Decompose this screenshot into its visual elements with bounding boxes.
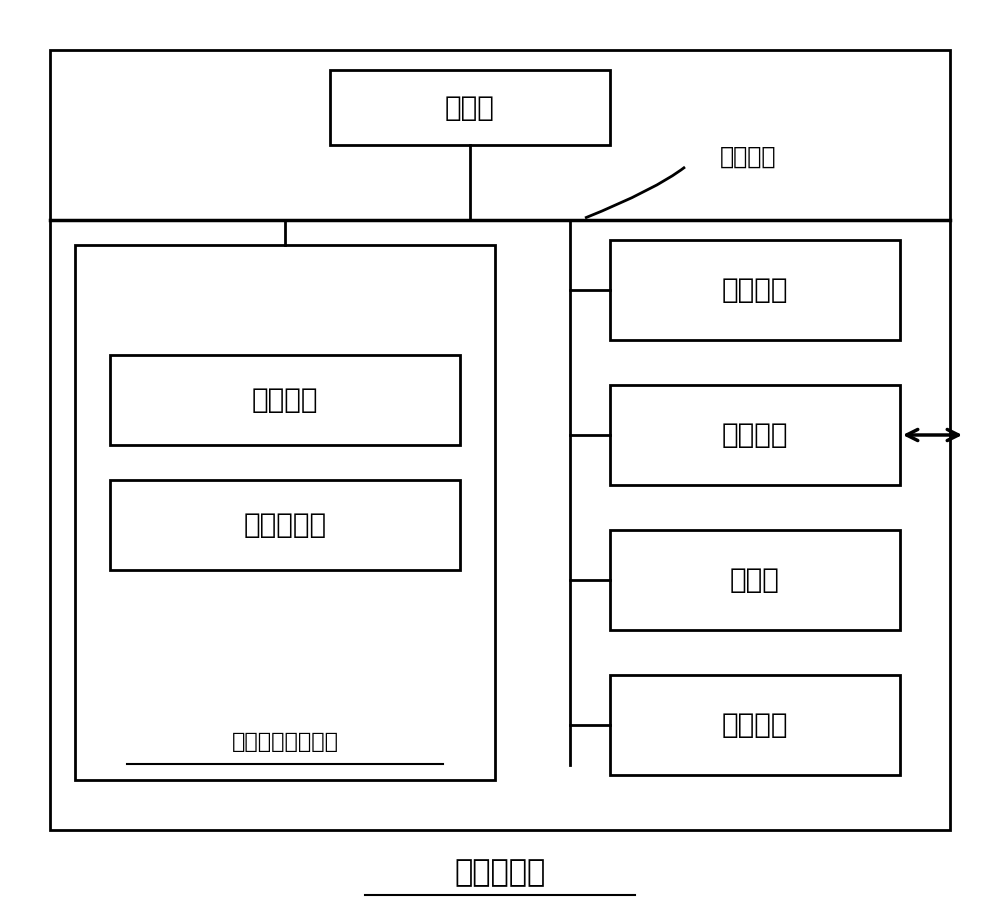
Text: 计算机程序: 计算机程序 bbox=[243, 511, 327, 539]
Text: 网络接口: 网络接口 bbox=[722, 421, 788, 449]
FancyBboxPatch shape bbox=[110, 480, 460, 570]
FancyBboxPatch shape bbox=[50, 50, 950, 830]
FancyBboxPatch shape bbox=[610, 240, 900, 340]
Text: 显示屏: 显示屏 bbox=[730, 566, 780, 594]
Text: 非易失性存储介质: 非易失性存储介质 bbox=[232, 732, 338, 752]
FancyBboxPatch shape bbox=[610, 675, 900, 775]
Text: 计算机设备: 计算机设备 bbox=[454, 858, 546, 888]
Text: 内存储器: 内存储器 bbox=[722, 276, 788, 304]
FancyBboxPatch shape bbox=[610, 530, 900, 630]
Text: 系统总线: 系统总线 bbox=[720, 145, 776, 169]
FancyBboxPatch shape bbox=[330, 70, 610, 145]
FancyBboxPatch shape bbox=[610, 385, 900, 485]
Text: 输入装置: 输入装置 bbox=[722, 711, 788, 739]
FancyBboxPatch shape bbox=[110, 355, 460, 445]
Text: 操作系统: 操作系统 bbox=[252, 386, 318, 414]
FancyBboxPatch shape bbox=[75, 245, 495, 780]
Text: 处理器: 处理器 bbox=[445, 93, 495, 122]
